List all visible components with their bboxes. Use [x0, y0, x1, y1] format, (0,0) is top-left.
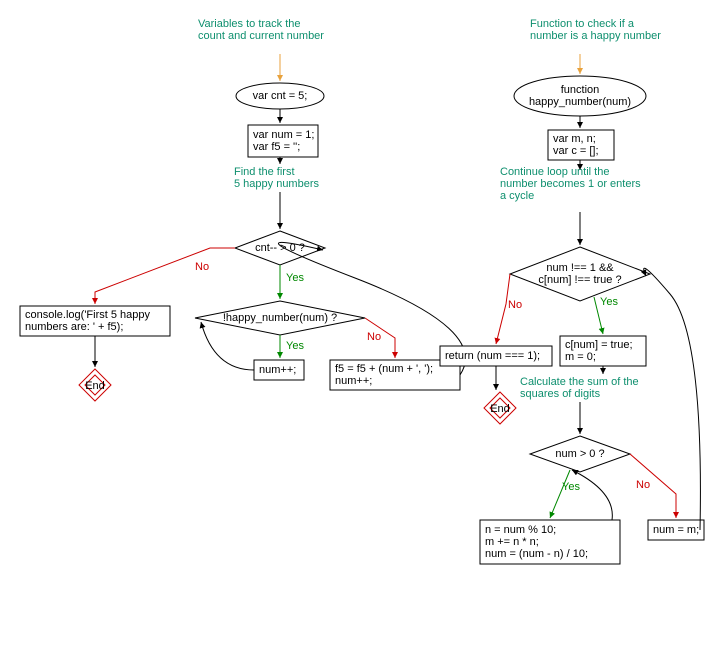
svg-text:Yes: Yes	[286, 272, 304, 284]
svg-text:cnt-- > 0 ?: cnt-- > 0 ?	[255, 242, 305, 254]
svg-text:No: No	[636, 479, 650, 491]
svg-text:Yes: Yes	[600, 296, 618, 308]
svg-text:num = m;: num = m;	[653, 524, 699, 536]
svg-text:var m, n;: var m, n;	[553, 133, 596, 145]
svg-text:!happy_number(num) ?: !happy_number(num) ?	[223, 312, 337, 324]
svg-text:No: No	[195, 261, 209, 273]
svg-text:End: End	[490, 403, 510, 415]
svg-text:number is a happy number: number is a happy number	[530, 30, 661, 42]
svg-text:n = num % 10;: n = num % 10;	[485, 524, 556, 536]
svg-text:num > 0 ?: num > 0 ?	[555, 448, 604, 460]
svg-text:var cnt = 5;: var cnt = 5;	[253, 90, 308, 102]
svg-text:number becomes 1 or enters: number becomes 1 or enters	[500, 178, 641, 190]
svg-text:m += n * n;: m += n * n;	[485, 536, 539, 548]
svg-text:happy_number(num): happy_number(num)	[529, 96, 631, 108]
svg-text:Yes: Yes	[562, 481, 580, 493]
svg-text:num++;: num++;	[259, 364, 296, 376]
svg-text:Function to check if a: Function to check if a	[530, 18, 635, 30]
svg-text:count and current number: count and current number	[198, 30, 324, 42]
svg-text:No: No	[367, 331, 381, 343]
svg-text:var c = [];: var c = [];	[553, 145, 599, 157]
svg-text:Continue loop until the: Continue loop until the	[500, 166, 609, 178]
svg-text:5 happy numbers: 5 happy numbers	[234, 178, 319, 190]
svg-text:c[num] !== true ?: c[num] !== true ?	[538, 274, 621, 286]
svg-text:function: function	[561, 84, 600, 96]
svg-text:Variables to track the: Variables to track the	[198, 18, 301, 30]
svg-text:Calculate the sum of the: Calculate the sum of the	[520, 376, 639, 388]
svg-text:squares of digits: squares of digits	[520, 388, 601, 400]
svg-text:No: No	[508, 299, 522, 311]
svg-text:m = 0;: m = 0;	[565, 351, 596, 363]
svg-text:Yes: Yes	[286, 340, 304, 352]
svg-text:var f5 = '';: var f5 = '';	[253, 141, 300, 153]
svg-text:End: End	[85, 380, 105, 392]
svg-text:num++;: num++;	[335, 375, 372, 387]
svg-text:c[num] = true;: c[num] = true;	[565, 339, 633, 351]
svg-text:f5 = f5 + (num + ', ');: f5 = f5 + (num + ', ');	[335, 363, 433, 375]
svg-text:num = (num - n) / 10;: num = (num - n) / 10;	[485, 548, 588, 560]
svg-text:console.log('First 5 happy: console.log('First 5 happy	[25, 309, 150, 321]
flowchart-happy-numbers: Variables to track thecount and current …	[0, 0, 706, 657]
svg-text:var num = 1;: var num = 1;	[253, 129, 314, 141]
svg-text:Find the first: Find the first	[234, 166, 295, 178]
svg-text:numbers are: ' + f5);: numbers are: ' + f5);	[25, 321, 123, 333]
svg-text:return (num === 1);: return (num === 1);	[445, 350, 540, 362]
svg-text:num !== 1 &&: num !== 1 &&	[546, 262, 614, 274]
svg-text:a cycle: a cycle	[500, 190, 534, 202]
